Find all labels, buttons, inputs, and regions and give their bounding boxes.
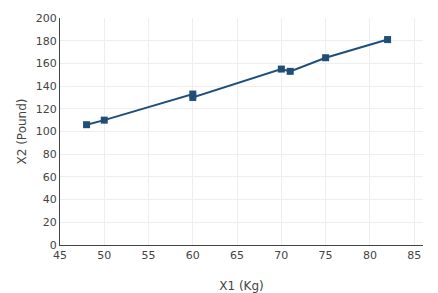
svg-text:140: 140 — [36, 80, 57, 93]
svg-text:80: 80 — [363, 249, 377, 262]
svg-text:55: 55 — [142, 249, 156, 262]
svg-text:0: 0 — [50, 239, 57, 252]
svg-text:75: 75 — [319, 249, 333, 262]
svg-text:45: 45 — [53, 249, 67, 262]
svg-text:160: 160 — [36, 57, 57, 70]
svg-text:60: 60 — [43, 171, 57, 184]
svg-text:120: 120 — [36, 103, 57, 116]
svg-text:85: 85 — [407, 249, 421, 262]
svg-text:X2 (Pound): X2 (Pound) — [15, 98, 29, 164]
svg-text:40: 40 — [43, 193, 57, 206]
svg-text:X1 (Kg): X1 (Kg) — [219, 279, 264, 293]
svg-text:50: 50 — [97, 249, 111, 262]
svg-text:65: 65 — [230, 249, 244, 262]
svg-text:60: 60 — [186, 249, 200, 262]
svg-text:80: 80 — [43, 148, 57, 161]
svg-text:70: 70 — [274, 249, 288, 262]
svg-text:100: 100 — [36, 125, 57, 138]
svg-text:200: 200 — [36, 12, 57, 25]
svg-text:180: 180 — [36, 35, 57, 48]
svg-text:20: 20 — [43, 216, 57, 229]
